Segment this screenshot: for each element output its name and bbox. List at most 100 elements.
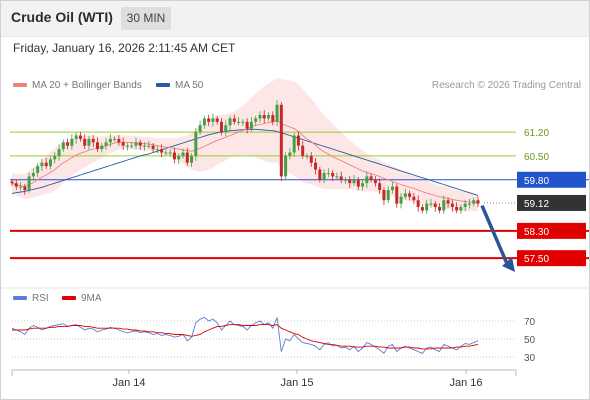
candle-body-68 (301, 145, 305, 156)
candle-body-37 (168, 152, 172, 154)
candle-body-46 (207, 118, 211, 122)
candle-body-17 (83, 138, 87, 146)
candle-body-87 (382, 190, 386, 201)
level-label-0: 61.20 (524, 128, 549, 139)
candle-body-43 (194, 132, 198, 156)
rsi-ma-legend-label: 9MA (81, 293, 102, 304)
level-tag-1: 60.50 (524, 152, 549, 163)
candle-body-81 (356, 179, 360, 187)
level-tag-bg-3 (517, 194, 586, 211)
candle-body-106 (463, 203, 467, 208)
candle-body-78 (343, 179, 347, 181)
x-tick-label-2: Jan 16 (449, 377, 482, 389)
rsi-level-label-0: 70 (524, 317, 536, 328)
level-tag-5: 57.50 (517, 250, 586, 267)
candle-body-59 (262, 115, 266, 119)
candle-body-103 (450, 203, 454, 208)
candle-body-97 (425, 203, 429, 211)
level-label-2: 59.80 (524, 176, 549, 187)
candle-body-16 (78, 135, 82, 139)
candle-body-28 (130, 145, 134, 147)
candle-body-12 (61, 142, 65, 150)
candle-body-4 (27, 176, 31, 190)
candle-body-93 (408, 193, 412, 197)
level-tag-4: 58.30 (517, 222, 586, 239)
candle-body-108 (472, 200, 476, 204)
rsi-line (11, 316, 479, 355)
candle-body-7 (40, 162, 44, 167)
candle-body-94 (412, 196, 416, 201)
projection-arrow-head (502, 257, 515, 272)
x-tick-label-0: Jan 14 (112, 377, 145, 389)
candle-body-91 (399, 196, 403, 204)
candle-body-2 (19, 186, 23, 188)
candle-body-36 (164, 152, 168, 154)
candle-body-1 (14, 183, 18, 187)
candle-body-15 (74, 135, 78, 139)
level-tag-bg-4 (517, 222, 586, 239)
level-label-1: 60.50 (524, 152, 549, 163)
candle-body-49 (219, 121, 223, 133)
level-tag-3: 59.12 (517, 194, 586, 211)
candle-body-104 (455, 207, 459, 211)
candle-body-98 (429, 203, 433, 205)
candle-body-66 (292, 135, 296, 153)
candle-body-95 (416, 200, 420, 208)
candle-body-55 (245, 121, 249, 129)
projection-arrow-shaft (480, 204, 510, 267)
timeframe-button[interactable]: 30 MIN (121, 7, 171, 30)
candle-body-21 (100, 145, 104, 150)
candle-body-48 (215, 118, 219, 122)
candle-body-25 (117, 138, 121, 143)
candle-body-38 (172, 152, 176, 160)
candle-body-107 (467, 203, 471, 205)
legend-ma50: MA 50 (156, 80, 203, 91)
candle-body-92 (403, 193, 407, 197)
candle-body-77 (339, 176, 343, 180)
candle-body-19 (91, 138, 95, 143)
candle-body-53 (237, 121, 241, 123)
candle-body-69 (305, 155, 309, 157)
rsi-legend-label: RSI (32, 293, 49, 304)
candle-body-86 (378, 183, 382, 190)
candle-body-65 (288, 152, 292, 156)
candle-body-105 (459, 207, 463, 211)
candle-body-31 (143, 145, 147, 147)
legend-rsi-ma: 9MA (62, 293, 102, 304)
candle-body-8 (44, 162, 48, 167)
rsi-level-label-2: 30 (524, 353, 536, 364)
candle-body-11 (57, 149, 61, 156)
candle-body-20 (96, 142, 100, 150)
candle-body-109 (476, 200, 480, 204)
candle-body-54 (241, 121, 245, 123)
candle-body-57 (254, 118, 258, 122)
candle-body-96 (420, 207, 424, 211)
candle-body-80 (352, 179, 356, 184)
candle-body-0 (10, 181, 14, 184)
candle-body-63 (279, 104, 283, 177)
rsi-ma-line (12, 324, 479, 350)
ma50-swatch (156, 83, 170, 88)
ma50-legend-label: MA 50 (175, 80, 204, 91)
ma20-legend-label: MA 20 + Bollinger Bands (32, 80, 142, 91)
candle-body-6 (36, 166, 40, 173)
candle-body-51 (228, 118, 232, 126)
candle-body-61 (271, 115, 275, 122)
candle-body-10 (53, 155, 57, 160)
candle-body-90 (395, 186, 399, 204)
candle-body-50 (224, 125, 228, 133)
level-tag-bg-5 (517, 250, 586, 267)
chart-header: Crude Oil (WTI) 30 MIN (0, 0, 590, 37)
level-tag-2: 59.80 (517, 171, 586, 188)
candle-body-3 (23, 186, 27, 190)
candle-body-64 (284, 155, 288, 177)
candle-body-32 (147, 145, 151, 147)
candle-body-24 (113, 138, 117, 140)
rsi-swatch (13, 296, 27, 301)
rsi-ma-swatch (62, 296, 76, 301)
candle-body-84 (369, 176, 373, 180)
candle-body-27 (125, 145, 129, 147)
candle-body-58 (258, 115, 262, 119)
candle-body-67 (296, 135, 300, 146)
